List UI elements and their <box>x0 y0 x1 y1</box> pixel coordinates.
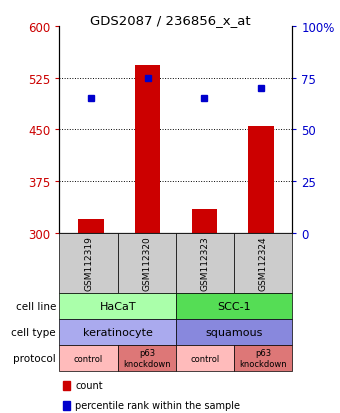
Text: cell type: cell type <box>12 327 56 337</box>
Text: count: count <box>75 380 103 390</box>
Bar <box>78 220 103 233</box>
Text: GSM112324: GSM112324 <box>259 236 268 290</box>
Text: GDS2087 / 236856_x_at: GDS2087 / 236856_x_at <box>90 14 250 27</box>
Text: cell line: cell line <box>16 301 56 311</box>
Text: ▶: ▶ <box>61 301 69 311</box>
Text: control: control <box>74 354 103 363</box>
Text: control: control <box>190 354 220 363</box>
Text: GSM112323: GSM112323 <box>201 236 209 291</box>
Text: percentile rank within the sample: percentile rank within the sample <box>75 400 240 410</box>
Text: HaCaT: HaCaT <box>99 301 136 311</box>
Text: p63
knockdown: p63 knockdown <box>123 349 171 368</box>
Text: protocol: protocol <box>13 353 56 363</box>
Text: ▶: ▶ <box>61 353 69 363</box>
Text: SCC-1: SCC-1 <box>217 301 251 311</box>
Text: p63
knockdown: p63 knockdown <box>239 349 287 368</box>
Text: GSM112319: GSM112319 <box>84 236 93 291</box>
Text: ▶: ▶ <box>61 327 69 337</box>
Bar <box>249 127 274 233</box>
Bar <box>135 66 160 233</box>
Text: squamous: squamous <box>205 327 263 337</box>
Bar <box>191 209 217 233</box>
Text: keratinocyte: keratinocyte <box>83 327 153 337</box>
Text: GSM112320: GSM112320 <box>142 236 151 291</box>
